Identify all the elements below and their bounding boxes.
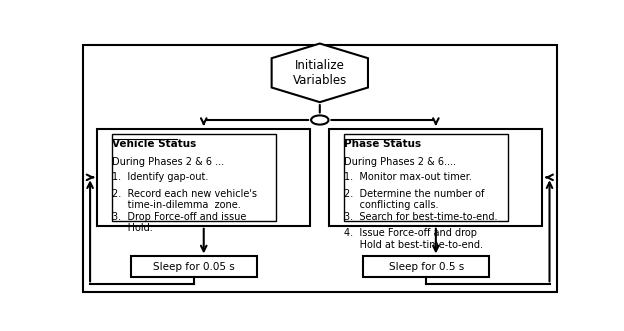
FancyBboxPatch shape: [131, 256, 257, 277]
FancyBboxPatch shape: [329, 129, 542, 226]
FancyBboxPatch shape: [83, 45, 557, 292]
Text: 3.  Search for best-time-to-end.: 3. Search for best-time-to-end.: [344, 212, 497, 222]
Text: Initialize
Variables: Initialize Variables: [293, 59, 347, 87]
Circle shape: [311, 116, 328, 124]
FancyBboxPatch shape: [344, 134, 509, 221]
Text: Phase Status: Phase Status: [344, 139, 421, 149]
Text: 3.  Drop Force-off and issue
     Hold.: 3. Drop Force-off and issue Hold.: [112, 212, 246, 233]
Text: 2.  Determine the number of
     conflicting calls.: 2. Determine the number of conflicting c…: [344, 189, 484, 211]
Text: 1.  Monitor max-out timer.: 1. Monitor max-out timer.: [344, 172, 472, 182]
FancyBboxPatch shape: [97, 129, 310, 226]
Text: During Phases 2 & 6....: During Phases 2 & 6....: [344, 157, 456, 167]
Text: Sleep for 0.5 s: Sleep for 0.5 s: [389, 261, 464, 271]
FancyBboxPatch shape: [112, 134, 276, 221]
FancyBboxPatch shape: [363, 256, 489, 277]
Text: 1.  Identify gap-out.: 1. Identify gap-out.: [112, 172, 208, 182]
Text: 2.  Record each new vehicle's
     time-in-dilemma  zone.: 2. Record each new vehicle's time-in-dil…: [112, 189, 257, 211]
Text: Sleep for 0.05 s: Sleep for 0.05 s: [153, 261, 235, 271]
Text: Vehicle Status: Vehicle Status: [112, 139, 196, 149]
Text: During Phases 2 & 6 ...: During Phases 2 & 6 ...: [112, 157, 224, 167]
Text: 4.  Issue Force-off and drop
     Hold at best-time-to-end.: 4. Issue Force-off and drop Hold at best…: [344, 228, 483, 250]
